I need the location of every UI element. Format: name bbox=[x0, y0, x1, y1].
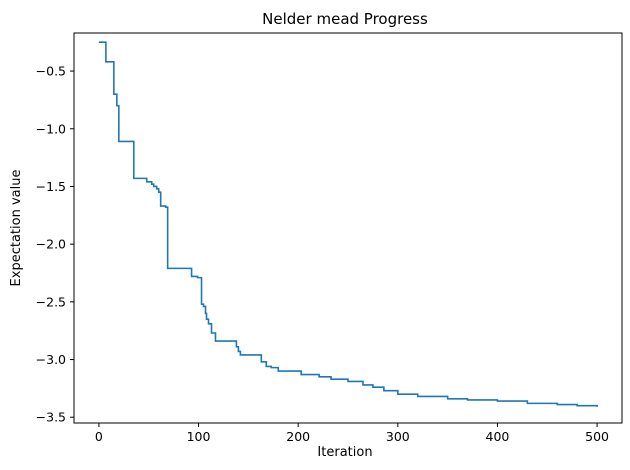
x-tick-label: 300 bbox=[386, 429, 410, 444]
chart-title: Nelder mead Progress bbox=[262, 10, 428, 28]
y-axis-title: Expectation value bbox=[9, 170, 24, 287]
x-axis: 0 100 200 300 400 500 bbox=[95, 423, 609, 444]
series-line bbox=[98, 41, 598, 407]
y-tick-label: −2.0 bbox=[36, 237, 66, 252]
y-tick-label: −3.5 bbox=[36, 410, 66, 425]
y-tick-label: −0.5 bbox=[36, 64, 66, 79]
plot-area bbox=[98, 41, 598, 407]
x-tick-label: 400 bbox=[486, 429, 510, 444]
plot-frame bbox=[73, 32, 623, 424]
y-tick-label: −2.5 bbox=[36, 294, 66, 309]
y-tick-label: −1.0 bbox=[36, 121, 66, 136]
x-tick-label: 100 bbox=[187, 429, 211, 444]
y-tick-label: −3.0 bbox=[36, 352, 66, 367]
x-tick-label: 500 bbox=[585, 429, 609, 444]
x-axis-title: Iteration bbox=[317, 445, 372, 460]
x-tick-label: 200 bbox=[286, 429, 310, 444]
y-axis: −0.5 −1.0 −1.5 −2.0 −2.5 −3.0 −3.5 bbox=[36, 64, 74, 425]
y-tick-label: −1.5 bbox=[36, 179, 66, 194]
x-tick-label: 0 bbox=[95, 429, 103, 444]
